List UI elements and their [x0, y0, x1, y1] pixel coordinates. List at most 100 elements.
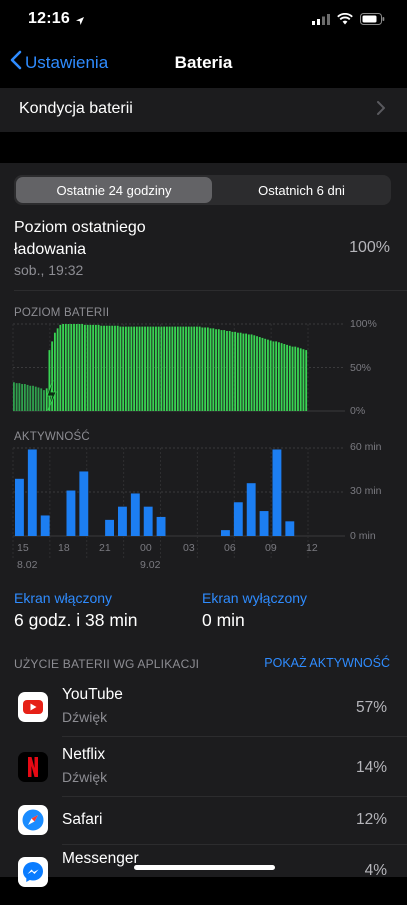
x-tick: 15 [17, 542, 29, 554]
battery-bar [157, 326, 160, 411]
activity-bar [79, 471, 89, 536]
last-charge-label-line2: ładowania [14, 241, 87, 258]
battery-health-row[interactable]: Kondycja baterii [0, 88, 407, 132]
battery-bar [152, 326, 155, 411]
battery-bar [258, 337, 261, 411]
list-item[interactable]: Safari 12% [0, 797, 407, 845]
battery-bar [242, 333, 245, 411]
home-indicator[interactable] [134, 865, 275, 870]
battery-bar [122, 326, 125, 411]
battery-bar [141, 326, 144, 411]
activity-bar [105, 519, 114, 536]
battery-bar [176, 326, 179, 411]
page-title: Bateria [174, 53, 233, 72]
last-charge-time: sob., 19:32 [14, 262, 84, 278]
battery-bar [215, 329, 217, 411]
last-charge-value: 100% [349, 239, 390, 256]
battery-bar [277, 342, 280, 411]
chevron-left-icon [10, 50, 22, 75]
battery-bar [105, 325, 108, 411]
screen-on-value: 6 godz. i 38 min [14, 610, 138, 630]
battery-bar [267, 339, 269, 411]
battery-bar [119, 326, 122, 411]
battery-bar [228, 330, 231, 411]
list-item[interactable]: Messenger 4% [0, 845, 407, 905]
screen-on-label: Ekran włączony [14, 590, 113, 606]
x-tick: 06 [224, 542, 236, 554]
battery-bar [32, 385, 34, 411]
show-activity-button[interactable]: POKAŻ AKTYWNOŚĆ [264, 656, 390, 670]
battery-bar [256, 336, 258, 411]
last-charge-label-line1: Poziom ostatniego [14, 219, 146, 236]
battery-bar [21, 384, 24, 411]
battery-bar [84, 324, 86, 411]
battery-bar [223, 330, 226, 411]
activity-bar [15, 478, 24, 536]
battery-bar [174, 326, 176, 411]
location-icon [75, 13, 85, 31]
battery-bar [149, 326, 152, 411]
battery-bar [247, 334, 250, 411]
battery-bar [179, 326, 182, 411]
app-list: YouTube Dźwięk 57% Netflix Dźwięk 14% Sa… [0, 677, 407, 887]
battery-bar [124, 326, 127, 411]
battery-bar [220, 330, 223, 411]
battery-bar [288, 345, 291, 411]
screen-off-label: Ekran wyłączony [202, 590, 308, 606]
battery-bar [18, 383, 21, 411]
divider [62, 844, 407, 845]
app-subtitle: Dźwięk [62, 709, 108, 725]
x-tick: 21 [99, 542, 111, 554]
battery-bar [45, 388, 48, 411]
tab-24h[interactable]: Ostatnie 24 godziny [16, 177, 212, 203]
battery-bar [75, 324, 78, 411]
battery-bar [299, 348, 302, 411]
app-subtitle: Dźwięk [62, 769, 108, 785]
battery-bar [37, 387, 40, 411]
x-date: 8.02 [17, 559, 38, 571]
back-button[interactable]: Ustawienia [10, 50, 108, 75]
activity-y-tick: 0 min [350, 530, 376, 542]
battery-health-label: Kondycja baterii [19, 100, 133, 117]
battery-bar [297, 347, 299, 411]
netflix-icon [18, 752, 48, 782]
battery-bar [144, 326, 146, 411]
battery-bar [283, 344, 286, 411]
status-icons [312, 12, 385, 30]
battery-bar [48, 350, 51, 411]
battery-bar [234, 331, 237, 411]
x-tick: 09 [265, 542, 277, 554]
list-item[interactable]: Netflix Dźwięk 14% [0, 737, 407, 797]
battery-bar [108, 325, 111, 411]
battery-bar [78, 324, 81, 411]
battery-bar [155, 326, 157, 411]
battery-bar [97, 324, 100, 411]
activity-bar [130, 493, 140, 536]
app-name: Messenger [62, 850, 139, 867]
x-tick: 03 [183, 542, 195, 554]
activity-y-tick: 30 min [350, 485, 382, 497]
activity-bar [156, 516, 166, 536]
battery-bar [67, 324, 70, 411]
x-tick: 00 [140, 542, 152, 554]
battery-bar [201, 327, 204, 411]
battery-bar [130, 326, 133, 411]
battery-bar [103, 325, 105, 411]
battery-bar [226, 330, 228, 411]
battery-bar [51, 341, 54, 411]
usage-title: UŻYCIE BATERII WG APLIKACJI [14, 657, 200, 671]
battery-bar [23, 384, 26, 411]
battery-bar [73, 324, 75, 411]
app-name: YouTube [62, 686, 123, 703]
battery-bar [127, 326, 130, 411]
app-percent: 12% [355, 811, 387, 828]
battery-bar [236, 332, 239, 411]
tab-6-days[interactable]: Ostatnich 6 dni [258, 182, 345, 198]
divider [62, 796, 407, 797]
list-item[interactable]: YouTube Dźwięk 57% [0, 677, 407, 737]
battery-bar [92, 324, 95, 411]
battery-bar [163, 326, 166, 411]
app-percent: 4% [364, 862, 387, 879]
battery-bar [206, 327, 209, 411]
battery-bar [135, 326, 138, 411]
